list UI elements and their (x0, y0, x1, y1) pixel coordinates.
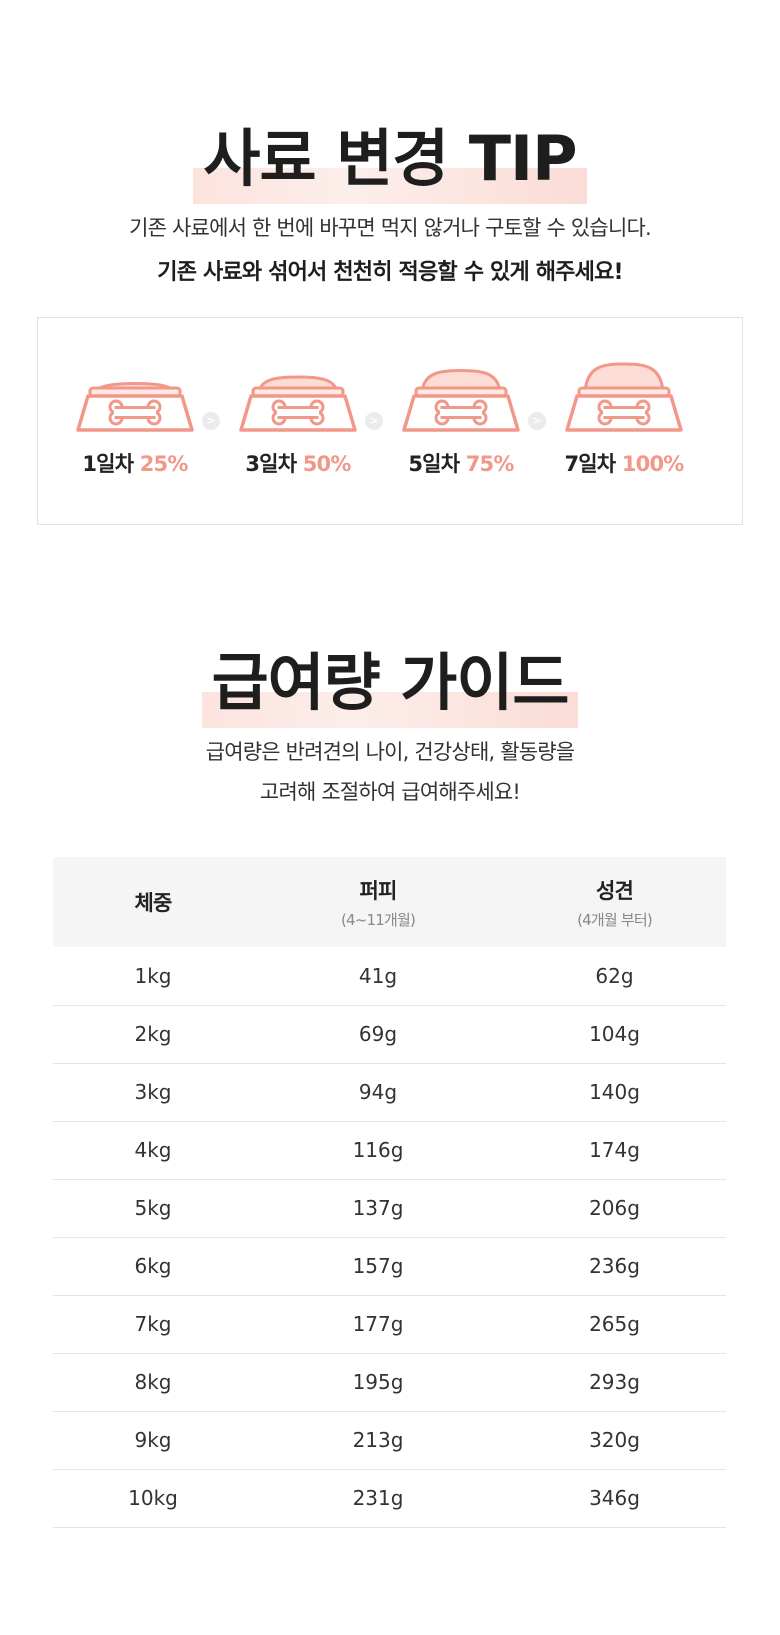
guide-description-line: 급여량은 반려견의 나이, 건강상태, 활동량을 (205, 740, 575, 764)
cell-puppy: 213g (253, 1411, 503, 1470)
cell-adult: 293g (503, 1353, 726, 1412)
cell-adult: 206g (503, 1179, 726, 1238)
bone-icon (271, 399, 325, 426)
guide-description: 급여량은 반려견의 나이, 건강상태, 활동량을 고려해 조절하여 급여해주세요… (0, 732, 780, 812)
cell-weight: 4kg (53, 1121, 253, 1180)
header-sub: (4개월 부터) (577, 910, 653, 929)
step-day: 5일차 (408, 452, 460, 476)
arrow-right-icon: > (365, 412, 383, 430)
table-row: 2kg 69g 104g (53, 1005, 726, 1064)
cell-adult: 236g (503, 1237, 726, 1296)
guide-description-line: 고려해 조절하여 급여해주세요! (259, 780, 521, 804)
food-bowl-bone-icon (565, 362, 683, 432)
step-percent: 100% (621, 452, 684, 476)
cell-weight: 9kg (53, 1411, 253, 1470)
tip-description: 기존 사료에서 한 번에 바꾸면 먹지 않거나 구토할 수 있습니다. (129, 216, 652, 240)
header-adult: 성견 (4개월 부터) (503, 857, 726, 947)
step-day-5: 5일차 75% (396, 360, 526, 478)
arrow-right-icon: > (202, 412, 220, 430)
step-day: 7일차 (564, 452, 616, 476)
food-mound (583, 362, 665, 394)
cell-puppy: 157g (253, 1237, 503, 1296)
cell-adult: 320g (503, 1411, 726, 1470)
cell-weight: 8kg (53, 1353, 253, 1412)
step-label: 5일차 75% (396, 448, 526, 478)
header-label: 퍼피 (359, 878, 397, 903)
cell-weight: 5kg (53, 1179, 253, 1238)
cell-puppy: 137g (253, 1179, 503, 1238)
cell-puppy: 195g (253, 1353, 503, 1412)
tip-section-title: 사료 변경 TIP (0, 108, 780, 204)
header-puppy: 퍼피 (4~11개월) (253, 857, 503, 947)
step-day: 1일차 (82, 452, 134, 476)
cell-puppy: 41g (253, 947, 503, 1006)
step-percent: 75% (465, 452, 515, 476)
header-label: 체중 (134, 891, 172, 915)
tip-description-emphasis: 기존 사료와 섞어서 천천히 적응할 수 있게 해주세요! (157, 260, 623, 285)
step-day-3: 3일차 50% (233, 360, 363, 478)
cell-puppy: 69g (253, 1005, 503, 1064)
step-day-1: 1일차 25% (70, 360, 200, 478)
cell-adult: 174g (503, 1121, 726, 1180)
guide-title-text: 급여량 가이드 (211, 646, 570, 719)
cell-puppy: 177g (253, 1295, 503, 1354)
step-day: 3일차 (245, 452, 297, 476)
step-label: 3일차 50% (233, 448, 363, 478)
cell-puppy: 94g (253, 1063, 503, 1122)
header-label: 성견 (595, 878, 634, 903)
cell-adult: 62g (503, 947, 726, 1006)
food-bowl-bone-icon (402, 369, 520, 432)
table-row: 6kg 157g 236g (53, 1237, 726, 1296)
feeding-table: 체중 퍼피 (4~11개월) 성견 (4개월 부터) 1kg 41g 62g 2kg… (53, 857, 726, 1528)
cell-weight: 3kg (53, 1063, 253, 1122)
bone-icon (108, 399, 162, 426)
cell-adult: 104g (503, 1005, 726, 1064)
cell-weight: 10kg (53, 1469, 253, 1528)
cell-weight: 2kg (53, 1005, 253, 1064)
tip-title-text: 사료 변경 TIP (203, 122, 577, 195)
table-row: 3kg 94g 140g (53, 1063, 726, 1122)
header-weight: 체중 (53, 857, 253, 947)
cell-puppy: 116g (253, 1121, 503, 1180)
step-percent: 50% (302, 452, 352, 476)
cell-adult: 265g (503, 1295, 726, 1354)
food-bowl-bone-icon (76, 382, 194, 432)
step-day-7: 7일차 100% (559, 360, 689, 478)
header-sub: (4~11개월) (340, 910, 416, 929)
table-header-row: 체중 퍼피 (4~11개월) 성견 (4개월 부터) (53, 857, 726, 947)
step-label: 1일차 25% (70, 448, 200, 478)
guide-section-title: 급여량 가이드 (0, 632, 780, 728)
bone-icon (597, 399, 651, 426)
step-label: 7일차 100% (559, 448, 689, 478)
table-row: 9kg 213g 320g (53, 1411, 726, 1470)
cell-weight: 6kg (53, 1237, 253, 1296)
cell-adult: 140g (503, 1063, 726, 1122)
table-row: 4kg 116g 174g (53, 1121, 726, 1180)
arrow-right-icon: > (528, 412, 546, 430)
table-row: 10kg 231g 346g (53, 1469, 726, 1528)
table-row: 7kg 177g 265g (53, 1295, 726, 1354)
table-row: 5kg 137g 206g (53, 1179, 726, 1238)
bone-icon (434, 399, 488, 426)
table-row: 8kg 195g 293g (53, 1353, 726, 1412)
cell-puppy: 231g (253, 1469, 503, 1528)
cell-adult: 346g (503, 1469, 726, 1528)
table-row: 1kg 41g 62g (53, 947, 726, 1006)
transition-steps-box: 1일차 25% > 3일차 50% > 5일차 75% > 7일차 10 (37, 317, 743, 525)
food-bowl-bone-icon (239, 375, 357, 432)
step-percent: 25% (139, 452, 189, 476)
cell-weight: 7kg (53, 1295, 253, 1354)
cell-weight: 1kg (53, 947, 253, 1006)
